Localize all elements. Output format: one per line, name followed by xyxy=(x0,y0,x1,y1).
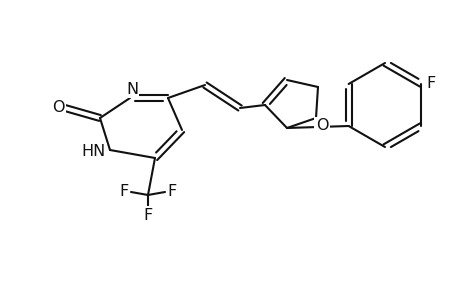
Text: F: F xyxy=(167,184,176,199)
Text: HN: HN xyxy=(82,145,106,160)
Text: O: O xyxy=(51,100,64,116)
Text: N: N xyxy=(126,82,138,97)
Text: F: F xyxy=(143,208,152,223)
Text: F: F xyxy=(119,184,129,199)
Text: O: O xyxy=(315,118,328,134)
Text: F: F xyxy=(426,76,435,92)
